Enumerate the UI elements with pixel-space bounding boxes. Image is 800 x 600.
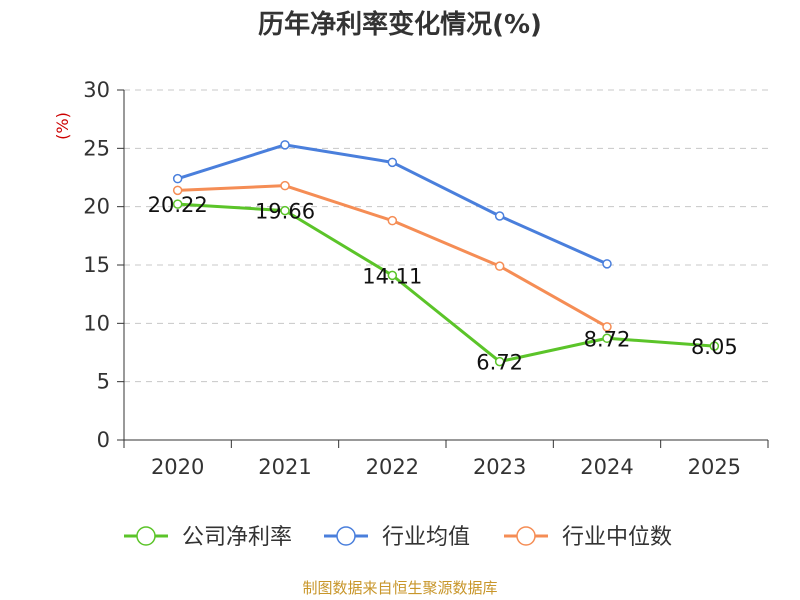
- data-point: [280, 180, 290, 191]
- x-tick-label: 2025: [688, 455, 741, 479]
- series-line: [177, 202, 715, 364]
- data-point: [494, 211, 505, 221]
- y-tick-label: 10: [83, 311, 110, 335]
- data-point: [280, 140, 290, 150]
- data-label: 6.72: [476, 351, 523, 375]
- data-label: 8.05: [691, 335, 738, 359]
- data-labels: 20.22 19.66 14.11 6.72 8.72 8.05: [148, 193, 738, 375]
- legend-marker-icon: [516, 526, 536, 546]
- legend-marker-icon: [136, 526, 156, 546]
- data-point: [494, 261, 505, 271]
- legend-label: 行业中位数: [562, 525, 672, 550]
- y-tick-label: 5: [97, 370, 110, 394]
- legend-label: 行业均值: [382, 525, 470, 550]
- data-point: [172, 173, 183, 184]
- x-axis-ticks: 2020 2021 2022 2023 2024 2025: [123, 440, 769, 479]
- x-tick-label: 2021: [258, 455, 311, 479]
- data-point: [387, 270, 398, 281]
- y-tick-label: 20: [83, 195, 110, 219]
- y-axis-ticks: 0 5 10 15 20 25 30: [83, 78, 124, 452]
- legend: 公司净利率 行业均值 行业中位数: [124, 525, 672, 550]
- y-tick-label: 25: [83, 136, 110, 160]
- x-tick-label: 2022: [366, 455, 419, 479]
- grid-lines: [124, 89, 768, 383]
- data-point: [387, 157, 398, 168]
- data-label: 14.11: [362, 264, 422, 288]
- legend-label: 公司净利率: [182, 525, 292, 550]
- y-tick-label: 30: [83, 78, 110, 102]
- y-axis-label: (%): [53, 112, 72, 140]
- data-label: 19.66: [255, 200, 315, 224]
- x-tick-label: 2024: [580, 455, 633, 479]
- data-point: [602, 333, 612, 344]
- data-point: [602, 259, 612, 269]
- data-label: 8.72: [584, 327, 631, 351]
- data-source-note: 制图数据来自恒生聚源数据库: [302, 579, 498, 597]
- data-point: [602, 322, 612, 332]
- data-point: [172, 199, 183, 209]
- data-point: [494, 356, 505, 367]
- data-point: [280, 205, 290, 216]
- legend-marker-icon: [336, 526, 356, 546]
- x-tick-label: 2020: [151, 455, 204, 479]
- x-tick-label: 2023: [473, 455, 526, 479]
- data-label: 20.22: [148, 193, 208, 217]
- series-lines: [172, 140, 720, 367]
- y-tick-label: 0: [97, 428, 110, 452]
- data-point: [387, 215, 398, 226]
- y-tick-label: 15: [83, 253, 110, 277]
- data-point: [172, 185, 183, 196]
- chart-title: 历年净利率变化情况(%): [258, 10, 542, 40]
- data-point: [709, 341, 720, 351]
